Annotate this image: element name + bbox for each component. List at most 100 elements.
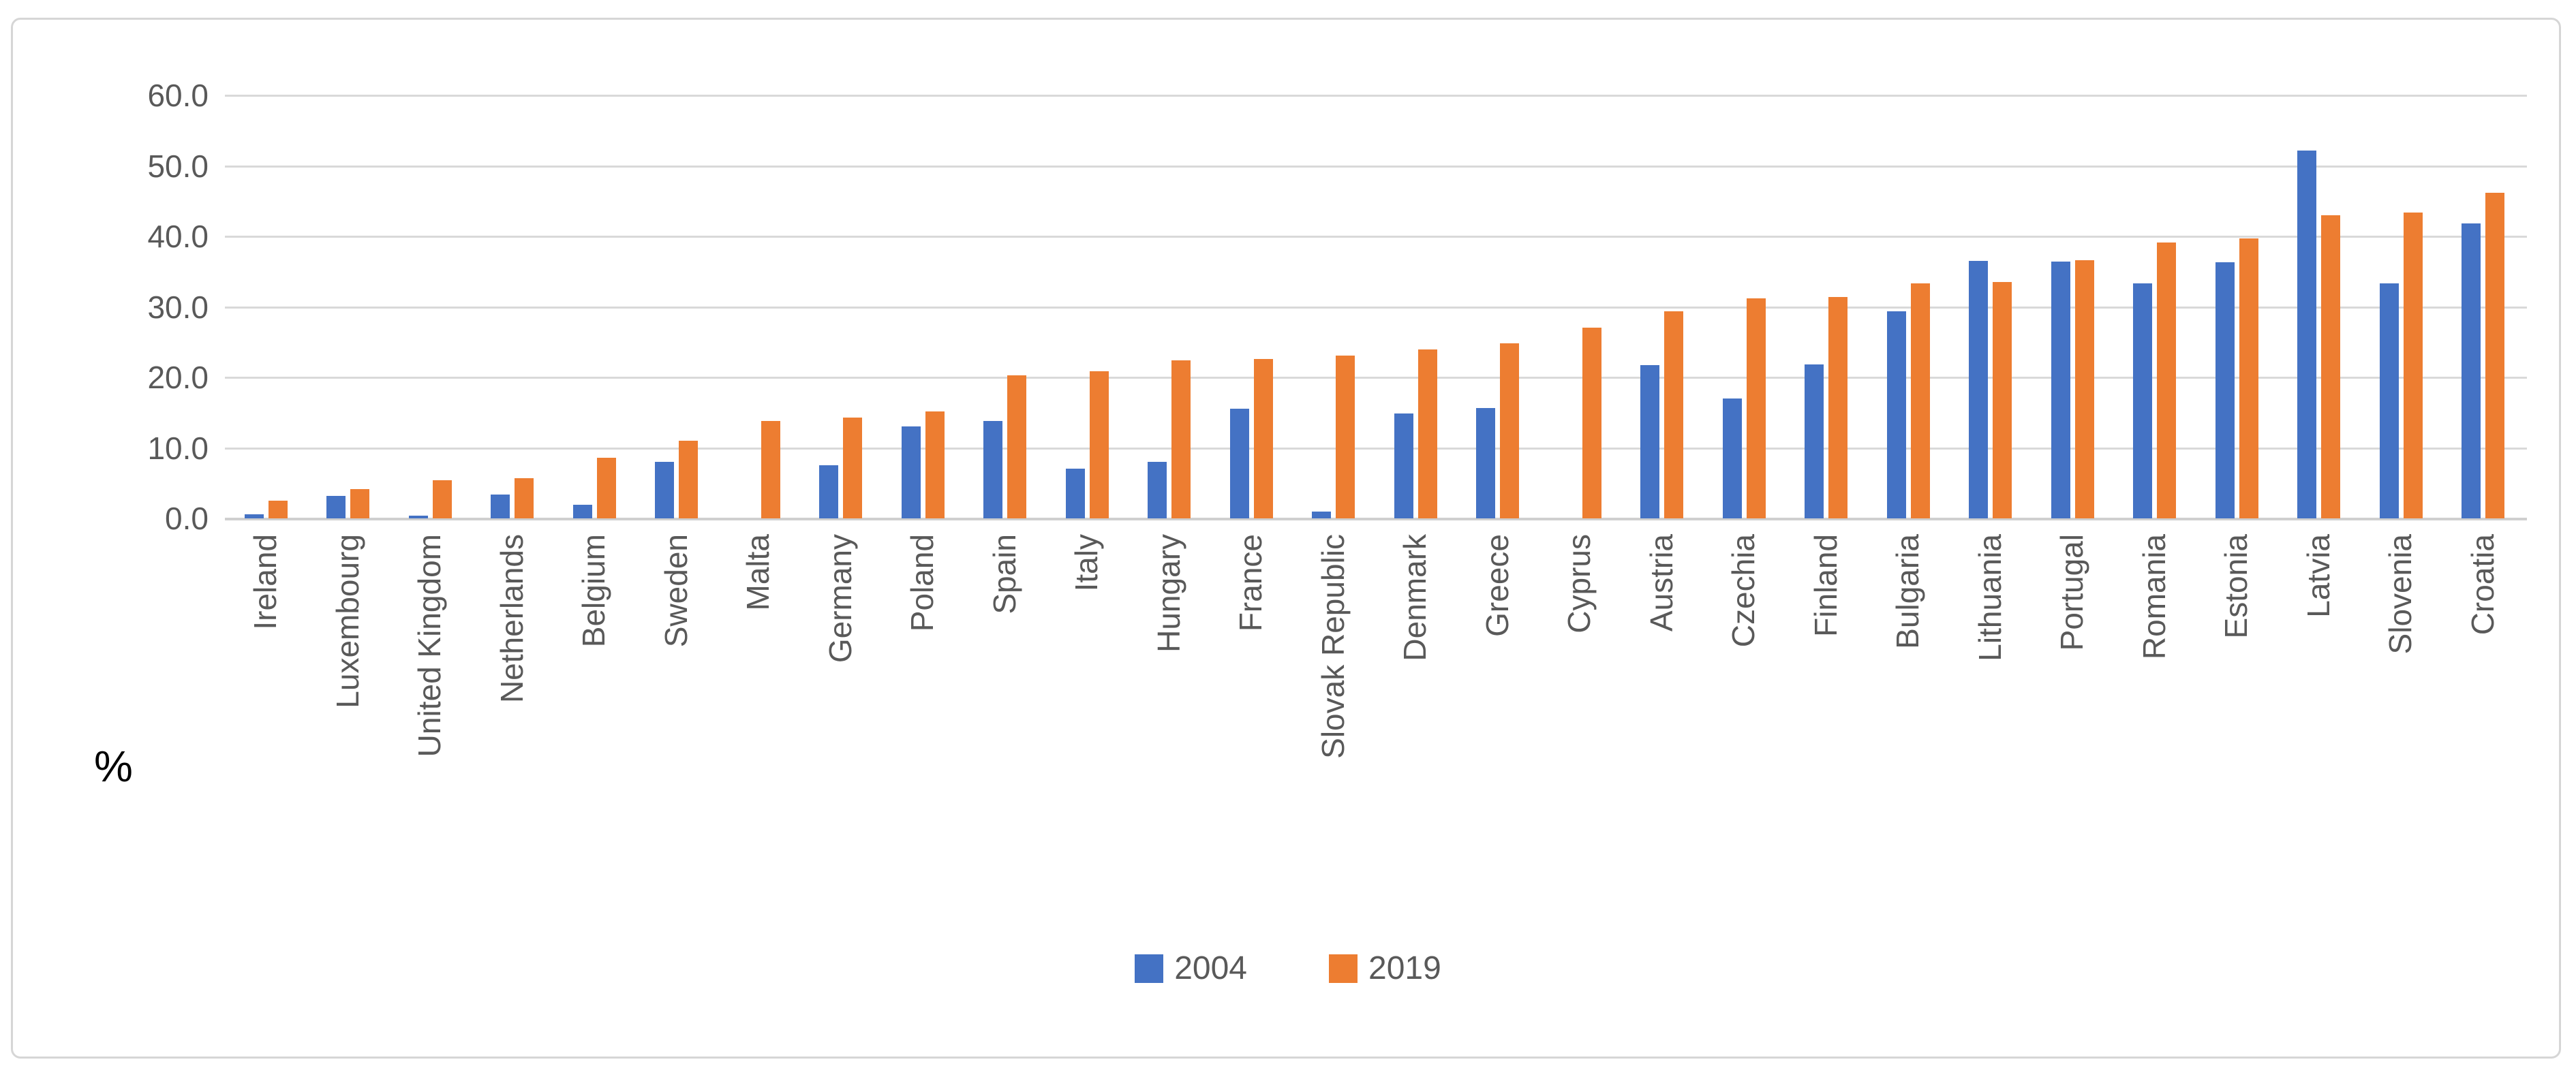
bar-2004-greece [1476, 407, 1496, 518]
gridline-10 [225, 447, 2527, 450]
x-axis-label-united-kingdom: United Kingdom [412, 534, 448, 757]
legend-item-2019: 2019 [1329, 952, 1441, 985]
bar-2019-bulgaria [1910, 283, 1930, 518]
y-axis-tick-label-60: 60.0 [147, 78, 209, 113]
bar-2004-denmark [1394, 413, 1413, 518]
x-axis-label-estonia: Estonia [2218, 534, 2254, 639]
bar-2019-finland [1828, 297, 1848, 518]
x-axis-label-belgium: Belgium [576, 534, 612, 648]
bar-2019-lithuania [1993, 282, 2012, 518]
bar-2004-netherlands [491, 494, 510, 518]
bar-2019-malta [761, 421, 780, 518]
bar-2004-bulgaria [1886, 311, 1906, 518]
bar-2004-portugal [2051, 262, 2070, 518]
bar-2004-ireland [244, 514, 264, 518]
bar-2019-united-kingdom [432, 480, 452, 518]
x-axis-label-sweden: Sweden [658, 534, 694, 648]
bar-2019-luxembourg [350, 488, 370, 518]
x-axis-label-croatia: Croatia [2464, 534, 2500, 636]
y-axis-tick-label-40: 40.0 [147, 219, 209, 254]
gridline-30 [225, 306, 2527, 309]
x-axis-label-cyprus: Cyprus [1561, 534, 1597, 634]
y-axis-tick-label-20: 20.0 [147, 360, 209, 395]
bar-2004-slovak-republic [1312, 511, 1332, 518]
bar-2019-ireland [268, 501, 288, 518]
bar-2004-germany [819, 465, 839, 518]
bar-2004-latvia [2297, 150, 2317, 518]
bar-2019-austria [1664, 311, 1684, 518]
bar-2004-france [1229, 408, 1249, 518]
bar-2019-germany [843, 417, 863, 518]
x-axis-line [225, 518, 2527, 520]
bar-2019-cyprus [1582, 327, 1601, 518]
x-axis-label-spain: Spain [986, 534, 1022, 614]
y-axis-tick-label-0: 0.0 [165, 501, 209, 536]
bar-2004-czechia [1722, 398, 1742, 518]
legend-label-2019: 2019 [1368, 950, 1441, 986]
bar-2004-italy [1065, 468, 1085, 518]
x-axis-label-portugal: Portugal [2054, 534, 2090, 651]
legend-swatch-2019 [1329, 954, 1358, 983]
gridline-50 [225, 165, 2527, 168]
x-axis-label-romania: Romania [2136, 534, 2172, 660]
x-axis-label-greece: Greece [1479, 534, 1515, 637]
bar-2004-sweden [655, 462, 675, 518]
bar-2019-romania [2157, 243, 2177, 518]
bar-2019-italy [1089, 371, 1109, 518]
bar-2019-spain [1007, 375, 1027, 518]
x-axis-label-bulgaria: Bulgaria [1890, 534, 1926, 649]
x-axis-label-ireland: Ireland [247, 534, 283, 630]
legend-item-2004: 2004 [1135, 952, 1247, 985]
x-axis-label-malta: Malta [740, 534, 776, 611]
bar-2019-croatia [2485, 192, 2505, 518]
bar-2004-romania [2133, 283, 2153, 518]
chart-frame-border [11, 18, 2561, 1059]
bar-2004-spain [983, 421, 1003, 518]
bar-2004-slovenia [2379, 283, 2399, 518]
bar-2004-belgium [572, 505, 592, 518]
x-axis-label-hungary: Hungary [1150, 534, 1186, 653]
y-axis-tick-label-50: 50.0 [147, 148, 209, 184]
x-axis-label-austria: Austria [1643, 534, 1679, 632]
x-axis-label-poland: Poland [904, 534, 940, 632]
x-axis-label-czechia: Czechia [1726, 534, 1762, 648]
bar-2019-greece [1500, 343, 1520, 518]
bar-2019-estonia [2239, 238, 2258, 518]
x-axis-label-luxembourg: Luxembourg [329, 534, 365, 708]
bar-2019-france [1253, 359, 1273, 518]
legend-swatch-2004 [1135, 954, 1164, 983]
y-axis-tick-label-10: 10.0 [147, 430, 209, 466]
bar-2019-portugal [2074, 260, 2094, 518]
bar-2004-estonia [2215, 262, 2235, 518]
y-axis-unit-label: % [94, 742, 133, 791]
x-axis-label-italy: Italy [1069, 534, 1105, 592]
bar-2019-poland [925, 411, 945, 518]
bar-2019-latvia [2321, 215, 2341, 518]
x-axis-label-lithuania: Lithuania [1972, 534, 2008, 661]
gridline-20 [225, 377, 2527, 379]
x-axis-label-slovenia: Slovenia [2382, 534, 2419, 655]
gridline-40 [225, 236, 2527, 238]
bar-2019-hungary [1171, 360, 1191, 518]
bar-2004-luxembourg [326, 495, 346, 518]
gridline-60 [225, 95, 2527, 97]
bar-2004-finland [1805, 364, 1824, 518]
bar-2004-hungary [1148, 462, 1167, 518]
bar-2019-slovak-republic [1336, 355, 1355, 518]
y-axis-tick-label-30: 30.0 [147, 289, 209, 325]
bar-2004-lithuania [1969, 261, 1989, 518]
bar-2019-slovenia [2403, 212, 2423, 518]
bar-2004-croatia [2462, 223, 2481, 518]
bar-2019-netherlands [515, 478, 534, 518]
bar-2004-united-kingdom [408, 515, 428, 518]
bar-2019-belgium [596, 457, 616, 518]
x-axis-label-netherlands: Netherlands [493, 534, 530, 704]
bar-2004-poland [901, 426, 921, 518]
x-axis-label-latvia: Latvia [2300, 534, 2336, 618]
bar-2019-sweden [679, 441, 699, 518]
x-axis-label-slovak-republic: Slovak Republic [1315, 534, 1351, 759]
bar-2019-czechia [1746, 298, 1766, 518]
bar-2004-austria [1640, 365, 1660, 518]
chart-legend: 2004 2019 [0, 952, 2576, 985]
